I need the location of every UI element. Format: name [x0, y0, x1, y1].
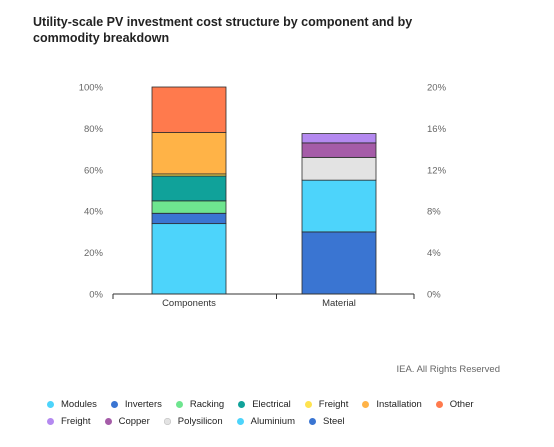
- legend-label: Freight: [318, 399, 349, 410]
- left-axis-tick-label: 40%: [84, 207, 104, 218]
- legend-label: Aluminium: [250, 416, 295, 427]
- credit-text: IEA. All Rights Reserved: [396, 364, 501, 375]
- legend-label: Installation: [376, 399, 422, 410]
- left-axis-tick-label: 60%: [84, 165, 104, 176]
- bar-segment-polysilicon: [301, 156, 377, 181]
- legend-label: Racking: [189, 399, 225, 410]
- right-axis-tick-label: 20%: [427, 83, 447, 94]
- legend-row-components: Modules Inverters Racking Electrical Freight…: [47, 399, 488, 410]
- right-axis-tick-label: 16%: [427, 124, 447, 135]
- legend-item-components-freight[interactable]: Freight: [304, 399, 349, 410]
- legend-label: Polysilicon: [177, 416, 223, 427]
- legend-item-components-modules[interactable]: Modules: [47, 399, 97, 410]
- legend-swatch: [304, 401, 312, 408]
- left-axis-tick-label: 20%: [84, 248, 104, 259]
- left-axis-tick-label: 100%: [79, 83, 104, 94]
- legend-swatch: [47, 418, 54, 425]
- legend-item-components-electrical[interactable]: Electrical: [238, 399, 291, 410]
- legend-item-material-aluminium[interactable]: Aluminium: [236, 416, 295, 427]
- legend-label: Electrical: [252, 399, 291, 410]
- legend-label: Freight: [61, 416, 91, 427]
- legend-swatch: [175, 401, 183, 408]
- right-axis-tick-label: 12%: [427, 165, 447, 176]
- left-axis-tick-label: 0%: [89, 290, 103, 301]
- legend-swatch: [238, 401, 246, 408]
- legend-swatch: [362, 401, 370, 408]
- x-axis-category-label: Material: [322, 298, 356, 309]
- x-axis-category-label: Components: [162, 298, 216, 309]
- legend-label: Steel: [323, 416, 345, 427]
- bar-segment-freight: [301, 133, 377, 144]
- legend-label: Modules: [61, 399, 97, 410]
- right-axis-tick-label: 0%: [427, 290, 441, 301]
- right-axis-tick-label: 4%: [427, 248, 441, 259]
- legend-swatch: [435, 401, 443, 408]
- legend-item-material-steel[interactable]: Steel: [309, 416, 345, 427]
- legend-swatch: [309, 418, 316, 425]
- legend-item-material-copper[interactable]: Copper: [104, 416, 150, 427]
- legend-item-material-freight[interactable]: Freight: [47, 416, 91, 427]
- bar-segment-other: [151, 86, 227, 133]
- legend-swatch: [47, 401, 54, 408]
- bar-segment-aluminium: [301, 179, 377, 233]
- legend-swatch: [104, 418, 112, 425]
- legend-item-components-racking[interactable]: Racking: [175, 399, 225, 410]
- legend-label: Copper: [118, 416, 150, 427]
- legend-swatch: [163, 418, 171, 425]
- bar-segment-electrical: [151, 175, 227, 202]
- legend-swatch: [236, 418, 244, 425]
- legend-item-components-installation[interactable]: Installation: [362, 399, 422, 410]
- legend-label: Other: [449, 399, 474, 410]
- chart-canvas: 0% 20% 40% 60% 80% 100% 0% 4% 8% 12% 16% 20% Compone…: [79, 83, 447, 310]
- legend-label: Inverters: [124, 399, 162, 410]
- chart-title: Utility-scale PV investment cost structu…: [33, 15, 413, 45]
- bar-segment-racking: [151, 200, 227, 214]
- right-axis-tick-label: 8%: [427, 207, 441, 218]
- legend-item-components-inverters[interactable]: Inverters: [110, 399, 162, 410]
- legend-row-material: Freight Copper Polysilicon Aluminium Steel: [47, 416, 359, 427]
- legend-swatch: [110, 401, 118, 408]
- bar-segment-copper: [301, 142, 377, 158]
- left-axis-tick-label: 80%: [84, 124, 104, 135]
- legend-item-material-polysilicon[interactable]: Polysilicon: [163, 416, 223, 427]
- bar-segment-installation: [151, 132, 227, 175]
- bar-segment-inverters: [151, 212, 227, 225]
- bar-segment-steel: [301, 231, 377, 295]
- legend-item-components-other[interactable]: Other: [435, 399, 474, 410]
- bar-segment-modules: [151, 223, 227, 295]
